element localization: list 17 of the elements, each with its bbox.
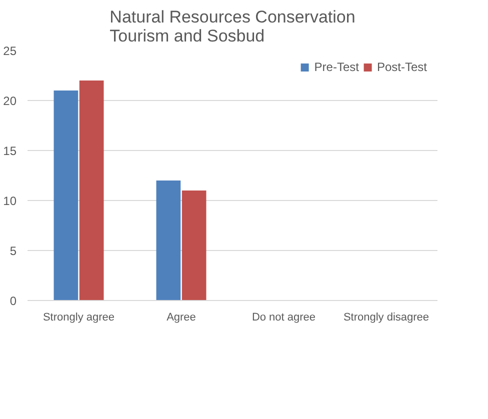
y-tick-label: 0: [10, 294, 17, 308]
y-tick-label: 5: [10, 244, 17, 258]
bar: [79, 80, 104, 300]
x-tick-label: Strongly disagree: [343, 312, 430, 324]
y-tick-label: 15: [3, 144, 17, 158]
legend-label: Post-Test: [376, 60, 427, 74]
x-tick-label: Agree: [166, 312, 196, 324]
y-tick-label: 10: [3, 194, 17, 208]
y-tick-label: 25: [3, 44, 17, 58]
chart-title: Natural Resources Conservation Tourism and Sosbud: [110, 8, 356, 46]
legend-label: Pre-Test: [314, 60, 359, 74]
y-tick-label: 20: [3, 94, 17, 108]
bar: [54, 90, 78, 300]
bar: [156, 180, 181, 300]
x-tick-label: Do not agree: [252, 312, 316, 324]
x-tick-label: Strongly agree: [42, 312, 115, 324]
bar: [182, 190, 206, 300]
